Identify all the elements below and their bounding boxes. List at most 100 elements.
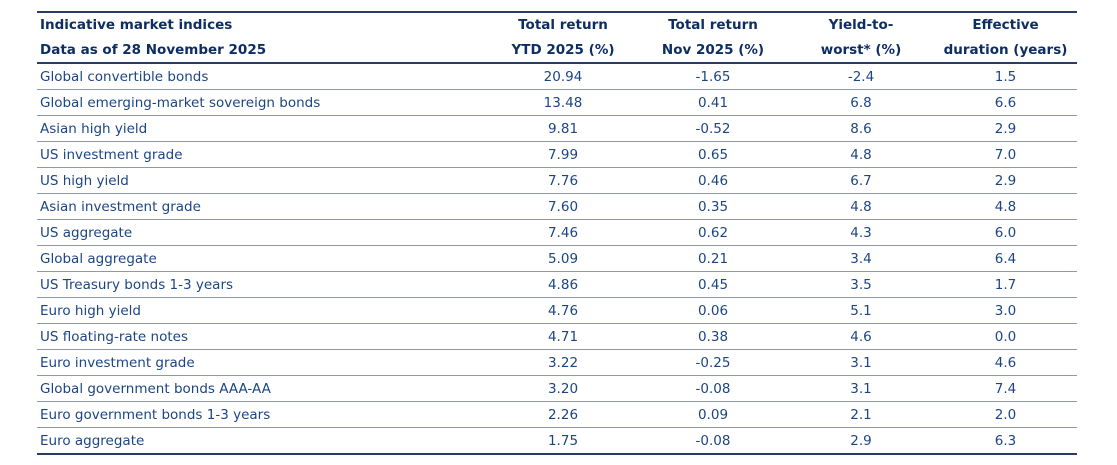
nov-return-cell: 0.21 xyxy=(697,250,729,267)
index-name-cell: Global government bonds AAA-AA xyxy=(40,380,271,397)
effective-duration-cell: 6.6 xyxy=(994,94,1017,111)
table-row: Global aggregate 5.09 0.21 3.4 6.4 xyxy=(37,246,1077,272)
table-row: Global emerging-market sovereign bonds 13… xyxy=(37,90,1077,116)
effective-duration-cell: 0.0 xyxy=(994,328,1017,345)
table-row: US floating-rate notes 4.71 0.38 4.6 0.0 xyxy=(37,324,1077,350)
effective-duration-cell: 2.9 xyxy=(994,172,1017,189)
yield-to-worst-cell: 3.1 xyxy=(850,354,872,371)
yield-to-worst-cell: 3.5 xyxy=(850,276,872,293)
yield-to-worst-cell: 3.4 xyxy=(850,250,872,267)
header-ytd-return: Total return YTD 2025 (%) xyxy=(488,12,638,63)
ytd-return-cell: 7.60 xyxy=(547,198,579,215)
yield-to-worst-cell: -2.4 xyxy=(847,68,875,85)
header-text: worst* (%) xyxy=(820,41,902,58)
nov-return-cell: -0.52 xyxy=(695,120,731,137)
index-name-cell: Global convertible bonds xyxy=(40,68,209,85)
header-text: YTD 2025 (%) xyxy=(511,41,615,58)
effective-duration-cell: 6.0 xyxy=(994,224,1017,241)
index-name-cell: Euro high yield xyxy=(40,302,141,319)
header-date: Data as of 28 November 2025 xyxy=(40,41,267,58)
nov-return-cell: 0.38 xyxy=(697,328,729,345)
ytd-return-cell: 7.99 xyxy=(547,146,579,163)
index-name-cell: US high yield xyxy=(40,172,129,189)
ytd-return-cell: 1.75 xyxy=(547,432,579,449)
yield-to-worst-cell: 5.1 xyxy=(850,302,872,319)
header-title-line1: Indicative market indices xyxy=(40,17,233,33)
table-row: US investment grade 7.99 0.65 4.8 7.0 xyxy=(37,142,1077,168)
table-row: Euro aggregate 1.75 -0.08 2.9 6.3 xyxy=(37,428,1077,454)
header-text: Total return xyxy=(668,17,758,33)
table-row: Asian investment grade 7.60 0.35 4.8 4.8 xyxy=(37,194,1077,220)
index-name-cell: Global aggregate xyxy=(40,250,157,267)
nov-return-cell: -1.65 xyxy=(695,68,731,85)
table-row: Euro high yield 4.76 0.06 5.1 3.0 xyxy=(37,298,1077,324)
table-row: Asian high yield 9.81 -0.52 8.6 2.9 xyxy=(37,116,1077,142)
table-row: US aggregate 7.46 0.62 4.3 6.0 xyxy=(37,220,1077,246)
yield-to-worst-cell: 4.6 xyxy=(850,328,872,345)
effective-duration-cell: 2.0 xyxy=(994,406,1017,423)
header-text: Total return xyxy=(518,17,608,33)
nov-return-cell: 0.09 xyxy=(697,406,729,423)
yield-to-worst-cell: 3.1 xyxy=(850,380,872,397)
yield-to-worst-cell: 2.1 xyxy=(850,406,872,423)
effective-duration-cell: 1.5 xyxy=(994,68,1017,85)
effective-duration-cell: 6.4 xyxy=(994,250,1017,267)
header-text: Yield-to- xyxy=(828,17,894,33)
ytd-return-cell: 5.09 xyxy=(547,250,579,267)
ytd-return-cell: 2.26 xyxy=(547,406,579,423)
header-title: Indicative market indices Data as of 28 N… xyxy=(37,12,488,63)
ytd-return-cell: 7.46 xyxy=(547,224,579,241)
nov-return-cell: 0.62 xyxy=(697,224,729,241)
table-row: US high yield 7.76 0.46 6.7 2.9 xyxy=(37,168,1077,194)
index-name-cell: Global emerging-market sovereign bonds xyxy=(40,94,321,111)
index-name-cell: US investment grade xyxy=(40,146,183,163)
market-indices-table: Indicative market indices Data as of 28 N… xyxy=(37,11,1077,455)
header-duration: Effective duration (years) xyxy=(934,12,1077,63)
effective-duration-cell: 4.8 xyxy=(994,198,1017,215)
table-row: Euro government bonds 1-3 years 2.26 0.09 2… xyxy=(37,402,1077,428)
nov-return-cell: 0.46 xyxy=(697,172,729,189)
nov-return-cell: -0.08 xyxy=(695,380,731,397)
nov-return-cell: 0.65 xyxy=(697,146,729,163)
yield-to-worst-cell: 4.8 xyxy=(850,146,872,163)
header-nov-return: Total return Nov 2025 (%) xyxy=(638,12,788,63)
nov-return-cell: -0.08 xyxy=(695,432,731,449)
effective-duration-cell: 3.0 xyxy=(994,302,1017,319)
index-name-cell: Asian investment grade xyxy=(40,198,201,215)
ytd-return-cell: 13.48 xyxy=(543,94,583,111)
table-row: Euro investment grade 3.22 -0.25 3.1 4.6 xyxy=(37,350,1077,376)
nov-return-cell: 0.35 xyxy=(697,198,729,215)
nov-return-cell: 0.45 xyxy=(697,276,729,293)
effective-duration-cell: 7.4 xyxy=(994,380,1017,397)
ytd-return-cell: 4.76 xyxy=(547,302,579,319)
index-name-cell: Euro aggregate xyxy=(40,432,145,449)
header-row: Indicative market indices Data as of 28 N… xyxy=(37,12,1077,63)
yield-to-worst-cell: 6.8 xyxy=(850,94,872,111)
header-text: duration (years) xyxy=(943,41,1068,58)
ytd-return-cell: 3.20 xyxy=(547,380,579,397)
effective-duration-cell: 2.9 xyxy=(994,120,1017,137)
index-name-cell: US aggregate xyxy=(40,224,133,241)
ytd-return-cell: 4.86 xyxy=(547,276,579,293)
table-row: US Treasury bonds 1-3 years 4.86 0.45 3.5 1.… xyxy=(37,272,1077,298)
effective-duration-cell: 1.7 xyxy=(994,276,1017,293)
nov-return-cell: 0.06 xyxy=(697,302,729,319)
header-text: Effective xyxy=(972,17,1039,33)
index-name-cell: Asian high yield xyxy=(40,120,148,137)
nov-return-cell: 0.41 xyxy=(697,94,729,111)
yield-to-worst-cell: 2.9 xyxy=(850,432,872,449)
ytd-return-cell: 20.94 xyxy=(543,68,583,85)
yield-to-worst-cell: 6.7 xyxy=(850,172,872,189)
yield-to-worst-cell: 4.8 xyxy=(850,198,872,215)
effective-duration-cell: 7.0 xyxy=(994,146,1017,163)
yield-to-worst-cell: 4.3 xyxy=(850,224,872,241)
index-name-cell: Euro investment grade xyxy=(40,354,195,371)
table-row: Global government bonds AAA-AA 3.20 -0.08 3… xyxy=(37,376,1077,402)
header-yield-to-worst: Yield-to-worst* (%) xyxy=(788,12,934,63)
ytd-return-cell: 9.81 xyxy=(547,120,579,137)
index-name-cell: US Treasury bonds 1-3 years xyxy=(40,276,234,293)
effective-duration-cell: 4.6 xyxy=(994,354,1017,371)
yield-to-worst-cell: 8.6 xyxy=(850,120,872,137)
index-name-cell: Euro government bonds 1-3 years xyxy=(40,406,271,423)
ytd-return-cell: 3.22 xyxy=(547,354,579,371)
